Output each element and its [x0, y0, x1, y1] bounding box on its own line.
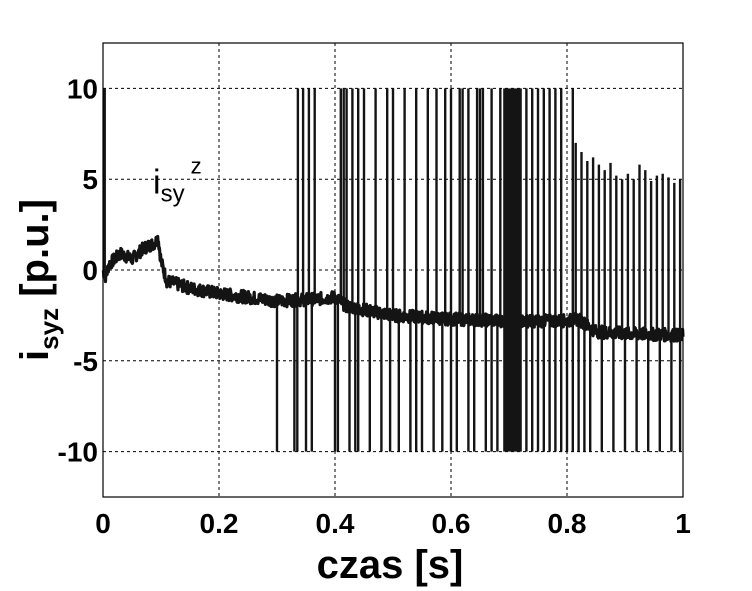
- x-tick-label: 0.6: [432, 508, 471, 539]
- x-tick-labels: 0 0.2 0.4 0.6 0.8 1: [95, 508, 691, 539]
- x-tick-label: 0.8: [548, 508, 587, 539]
- y-axis-label: isyz [p.u.]: [13, 199, 64, 361]
- x-tick-label: 0: [95, 508, 111, 539]
- y-axis-label-rest: [p.u.]: [13, 199, 57, 308]
- x-tick-label: 0.4: [316, 508, 355, 539]
- annotation-sup: z: [191, 153, 202, 178]
- y-tick-label: 0: [82, 255, 98, 286]
- y-tick-label: 5: [82, 164, 98, 195]
- y-axis-label-sub: syz: [34, 308, 64, 350]
- x-tick-label: 0.2: [200, 508, 239, 539]
- signal-baseline: [101, 234, 685, 343]
- y-axis-label-main: i: [13, 350, 57, 361]
- series-annotation: isyz: [153, 153, 202, 207]
- plot-frame: [102, 42, 684, 498]
- annotation-main: i: [153, 163, 161, 201]
- y-tick-label: -10: [58, 437, 98, 468]
- x-tick-label: 1: [675, 508, 691, 539]
- y-tick-label: 10: [67, 73, 98, 104]
- y-tick-labels: -10 -5 0 5 10: [58, 73, 98, 467]
- x-axis-label: czas [s]: [317, 543, 464, 587]
- y-tick-label: -5: [73, 346, 98, 377]
- dense-oscillation-band: [503, 88, 521, 452]
- annotation-sub: sy: [161, 180, 185, 207]
- signal-series: [101, 88, 685, 452]
